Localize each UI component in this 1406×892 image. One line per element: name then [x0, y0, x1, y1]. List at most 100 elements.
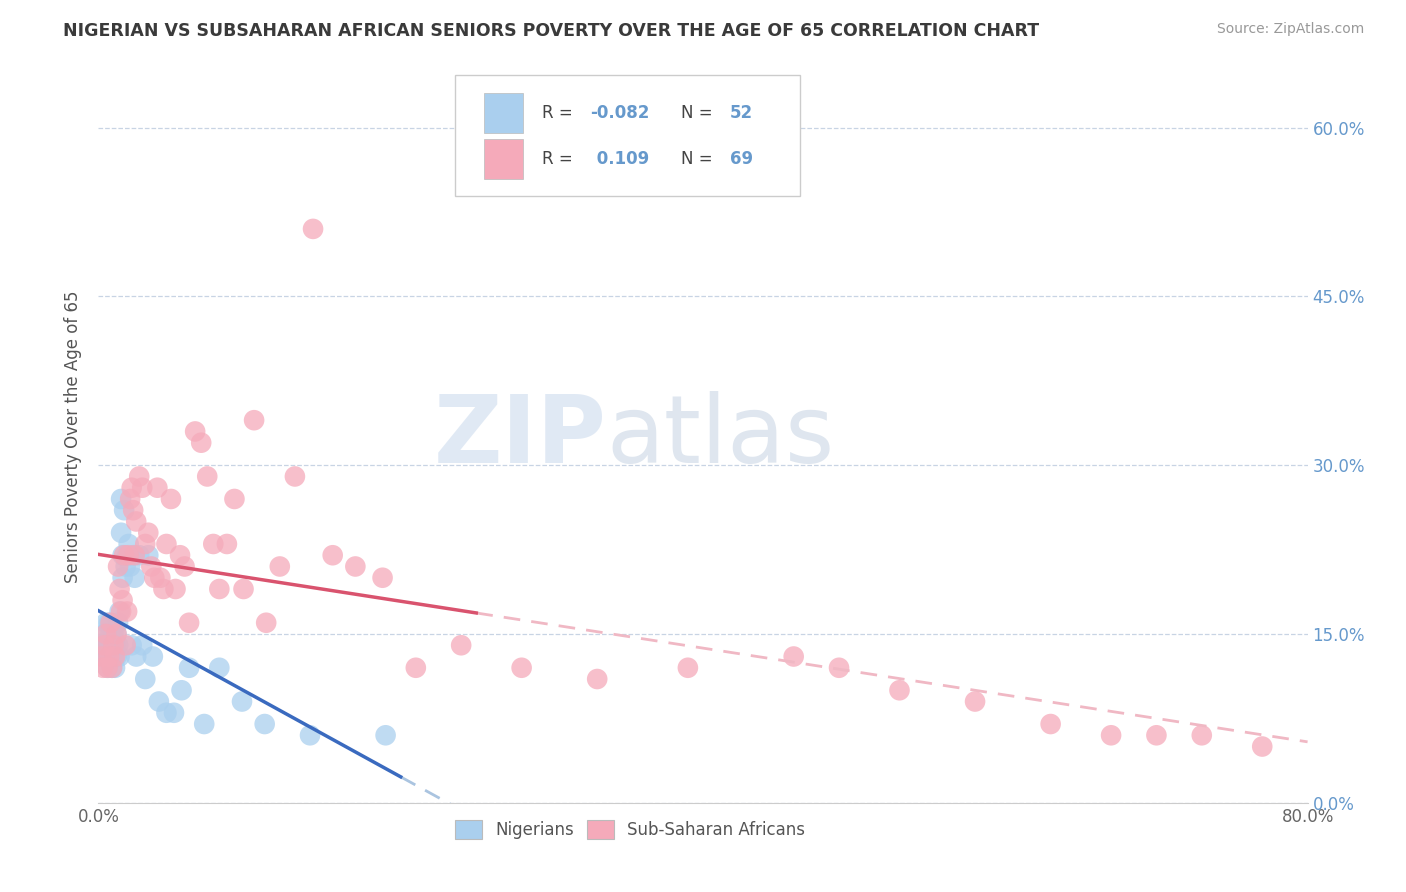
- Point: [108, 649, 131, 664]
- Point: [120, 559, 142, 574]
- Point: [676, 661, 699, 675]
- Legend: Nigerians, Sub-Saharan Africans: Nigerians, Sub-Saharan Africans: [449, 814, 813, 846]
- Point: [101, 661, 124, 675]
- Point: [128, 548, 150, 562]
- Point: [208, 661, 231, 675]
- Text: -0.082: -0.082: [591, 104, 650, 122]
- Point: [118, 548, 141, 562]
- Text: 0.109: 0.109: [591, 150, 648, 168]
- Point: [190, 435, 212, 450]
- Point: [93, 627, 115, 641]
- Point: [108, 605, 131, 619]
- Text: 69: 69: [730, 150, 752, 168]
- Point: [152, 582, 174, 596]
- Point: [96, 661, 118, 675]
- Point: [1251, 739, 1274, 754]
- Point: [122, 503, 145, 517]
- FancyBboxPatch shape: [456, 75, 800, 195]
- Point: [179, 661, 201, 675]
- Point: [371, 571, 394, 585]
- Point: [184, 425, 207, 439]
- Point: [405, 661, 427, 675]
- Point: [125, 649, 148, 664]
- Point: [146, 481, 169, 495]
- Text: N =: N =: [682, 150, 718, 168]
- Point: [173, 559, 195, 574]
- Point: [243, 413, 266, 427]
- Point: [155, 706, 177, 720]
- Point: [103, 638, 125, 652]
- Point: [131, 638, 153, 652]
- Point: [224, 491, 246, 506]
- Point: [104, 638, 127, 652]
- Point: [179, 615, 201, 630]
- Point: [134, 537, 156, 551]
- Point: [100, 627, 122, 641]
- Point: [115, 548, 138, 562]
- Point: [101, 661, 124, 675]
- Point: [100, 649, 122, 664]
- Point: [111, 571, 134, 585]
- Point: [100, 615, 122, 630]
- Point: [122, 548, 145, 562]
- Point: [269, 559, 291, 574]
- Point: [149, 571, 172, 585]
- Point: [105, 627, 128, 641]
- Point: [131, 481, 153, 495]
- FancyBboxPatch shape: [484, 93, 523, 133]
- Point: [98, 638, 121, 652]
- Point: [96, 661, 118, 675]
- Point: [108, 582, 131, 596]
- Point: [302, 222, 325, 236]
- Point: [155, 537, 177, 551]
- Point: [110, 491, 132, 506]
- Point: [118, 537, 141, 551]
- Point: [94, 615, 117, 630]
- Point: [136, 548, 159, 562]
- Text: atlas: atlas: [606, 391, 835, 483]
- Point: [93, 638, 115, 652]
- Point: [107, 638, 129, 652]
- Point: [125, 515, 148, 529]
- Point: [170, 683, 193, 698]
- Point: [1144, 728, 1167, 742]
- Point: [103, 649, 125, 664]
- Point: [107, 615, 129, 630]
- Point: [110, 605, 132, 619]
- Point: [101, 638, 124, 652]
- Point: [889, 683, 911, 698]
- Point: [110, 525, 132, 540]
- Point: [120, 491, 142, 506]
- Point: [299, 728, 322, 742]
- Point: [163, 706, 186, 720]
- Point: [510, 661, 533, 675]
- Point: [111, 548, 134, 562]
- Point: [136, 525, 159, 540]
- Point: [1099, 728, 1122, 742]
- Point: [193, 717, 215, 731]
- Point: [322, 548, 344, 562]
- Point: [98, 649, 121, 664]
- Point: [91, 661, 114, 675]
- Point: [98, 615, 121, 630]
- Text: ZIP: ZIP: [433, 391, 606, 483]
- Point: [141, 559, 163, 574]
- Point: [253, 717, 276, 731]
- FancyBboxPatch shape: [484, 139, 523, 179]
- Point: [148, 694, 170, 708]
- Point: [202, 537, 225, 551]
- Text: 52: 52: [730, 104, 752, 122]
- Point: [90, 649, 112, 664]
- Point: [105, 627, 128, 641]
- Point: [96, 649, 118, 664]
- Point: [112, 503, 135, 517]
- Point: [215, 537, 238, 551]
- Point: [124, 548, 146, 562]
- Text: NIGERIAN VS SUBSAHARAN AFRICAN SENIORS POVERTY OVER THE AGE OF 65 CORRELATION CH: NIGERIAN VS SUBSAHARAN AFRICAN SENIORS P…: [63, 22, 1039, 40]
- Point: [828, 661, 851, 675]
- Point: [450, 638, 472, 652]
- Text: N =: N =: [682, 104, 718, 122]
- Point: [134, 672, 156, 686]
- Point: [121, 638, 143, 652]
- Point: [91, 649, 114, 664]
